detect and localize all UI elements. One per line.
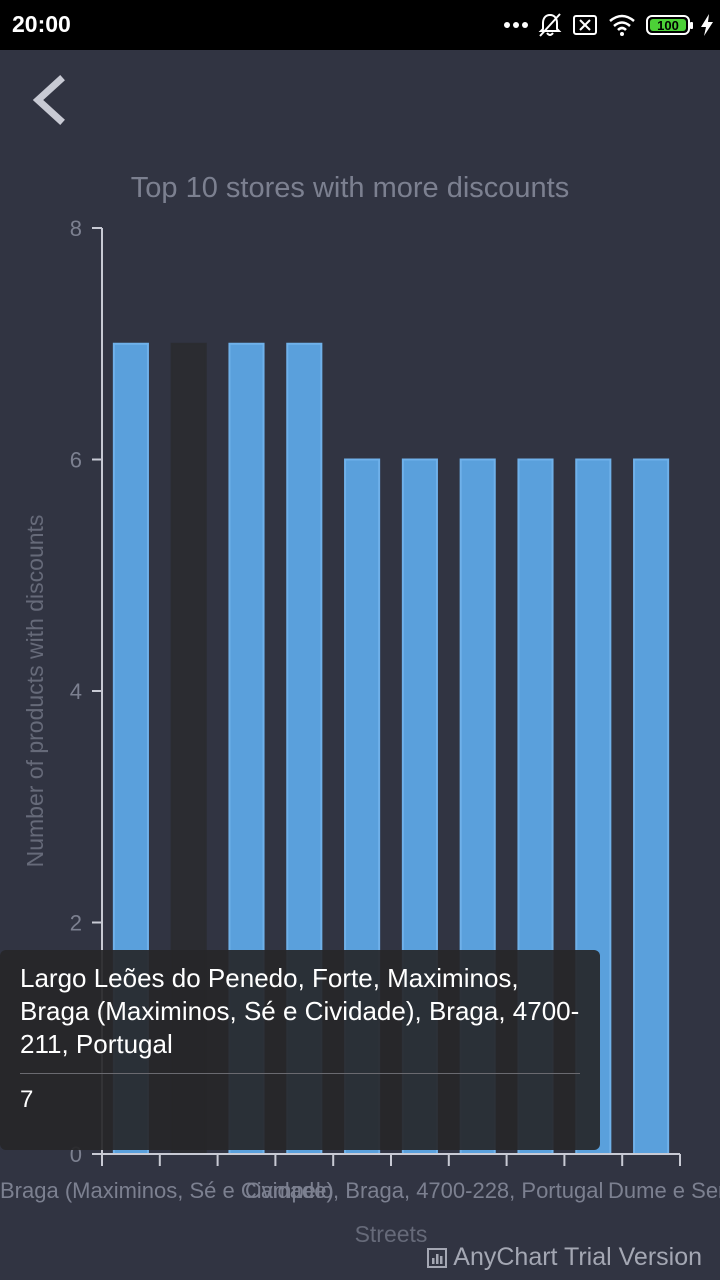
status-time: 20:00 (12, 11, 71, 37)
credits-link[interactable]: AnyChart Trial Version (427, 1243, 702, 1272)
y-tick-label: 8 (70, 216, 82, 241)
y-tick-label: 4 (70, 679, 82, 704)
x-tick-label: Campelo, Braga, 4700-228, Portugal (245, 1178, 603, 1203)
chevron-left-icon (32, 75, 65, 125)
tooltip-divider (20, 1073, 580, 1074)
tooltip-value: 7 (20, 1086, 34, 1113)
credits-label: AnyChart Trial Version (453, 1243, 702, 1271)
status-icons: 100 (504, 10, 714, 40)
back-button[interactable] (22, 70, 78, 130)
sim-off-icon (573, 15, 597, 35)
battery-level: 100 (657, 17, 679, 33)
battery-icon: 100 (646, 15, 693, 35)
x-tick-label: Braga (Maximinos, Sé e Cividade) (0, 1178, 334, 1203)
charging-bolt-icon (701, 14, 713, 36)
bell-off-icon (538, 13, 562, 37)
x-axis-title: Streets (355, 1221, 428, 1247)
y-tick-label: 2 (70, 911, 82, 936)
wifi-icon (609, 14, 635, 36)
tooltip-title: Largo Leões do Penedo, Forte, Maximinos,… (20, 963, 580, 1059)
y-axis-title: Number of products with discounts (22, 515, 48, 868)
y-tick-label: 6 (70, 448, 82, 473)
status-bar: 20:00 100 (0, 0, 720, 50)
chart-title: Top 10 stores with more discounts (130, 172, 570, 204)
chart-bar[interactable] (633, 458, 670, 1155)
bar-chart-icon (427, 1247, 448, 1268)
more-dots-icon (504, 22, 528, 28)
tooltip: Largo Leões do Penedo, Forte, Maximinos,… (0, 950, 600, 1150)
x-tick-label: Dume e Sem (608, 1178, 720, 1203)
